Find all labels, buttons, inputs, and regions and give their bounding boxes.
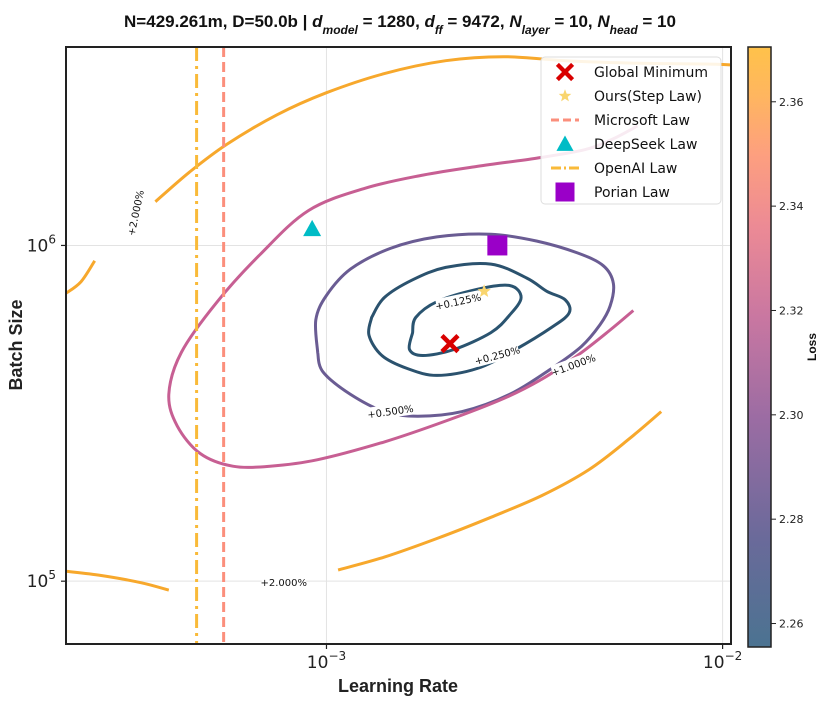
legend-item[interactable]: OpenAI Law <box>551 161 677 177</box>
global-minimum-marker <box>440 334 460 354</box>
contour-line <box>367 261 572 377</box>
legend-label: OpenAI Law <box>594 161 677 177</box>
plot-frame <box>65 46 732 645</box>
y-tick-label: 106 <box>27 232 56 256</box>
legend-item[interactable]: Microsoft Law <box>551 113 690 129</box>
colorbar-tick-label: 2.26 <box>779 618 804 631</box>
y-axis-label: Batch Size <box>6 299 26 390</box>
colorbar-tick-label: 2.30 <box>779 409 804 422</box>
x-ticks: 10−3 10−2 <box>307 644 742 673</box>
legend-item[interactable]: Porian Law <box>555 182 670 202</box>
colorbar-tick-label: 2.34 <box>779 200 804 213</box>
legend-swatch <box>558 89 572 102</box>
contour-label-bg <box>367 401 414 421</box>
legend-item[interactable]: DeepSeek Law <box>556 135 697 153</box>
legend-label: DeepSeek Law <box>594 137 697 153</box>
legend-label: Global Minimum <box>594 65 708 81</box>
contour-label-bg <box>474 343 521 368</box>
x-axis-label: Learning Rate <box>338 676 458 696</box>
legend-swatch <box>555 182 575 202</box>
law-markers <box>303 219 508 354</box>
ours-step-law-marker <box>477 284 491 297</box>
contour-line <box>66 569 170 592</box>
contour-label-bg <box>550 351 597 379</box>
legend-swatch <box>556 135 574 151</box>
porian-law-marker <box>487 235 508 256</box>
legend-swatch <box>555 62 575 82</box>
colorbar-label: Loss <box>805 333 819 361</box>
legend-item[interactable]: Ours(Step Law) <box>558 89 702 105</box>
legend-label: Porian Law <box>594 185 670 201</box>
legend-label: Ours(Step Law) <box>594 89 702 105</box>
contour-line <box>167 124 639 469</box>
contour-label: +2.000% <box>260 578 307 589</box>
law-lines <box>195 47 226 644</box>
x-marker-stroke <box>555 62 575 82</box>
contour-label-bg <box>261 575 306 589</box>
deepseek-law-marker <box>303 219 322 237</box>
y-tick-label: 105 <box>27 568 56 592</box>
x-tick-label: 10−2 <box>703 649 742 673</box>
contour-label-bg <box>435 290 481 313</box>
colorbar-tick-label: 2.28 <box>779 513 804 526</box>
colorbar: 2.26 2.28 2.30 2.32 2.34 2.36 <box>747 46 804 648</box>
chart-title: N=429.261m, D=50.0b | dmodel = 1280, dff… <box>124 12 676 37</box>
contour-line <box>313 232 616 418</box>
y-ticks: 105 106 <box>27 232 66 592</box>
colorbar-tick-label: 2.36 <box>779 96 804 109</box>
legend[interactable]: Global Minimum Ours(Step Law) Microsoft La… <box>540 56 722 205</box>
contour-line <box>66 259 96 295</box>
contour-line <box>337 410 663 572</box>
x-tick-label: 10−3 <box>307 649 346 673</box>
legend-item[interactable]: Global Minimum <box>555 62 708 82</box>
colorbar-gradient <box>747 46 772 648</box>
x-marker-stroke <box>440 334 460 354</box>
legend-label: Microsoft Law <box>594 113 690 129</box>
contour-line <box>407 283 523 357</box>
colorbar-tick-label: 2.32 <box>779 304 804 317</box>
contour-label-bg <box>124 189 147 236</box>
legend-box <box>540 56 722 205</box>
